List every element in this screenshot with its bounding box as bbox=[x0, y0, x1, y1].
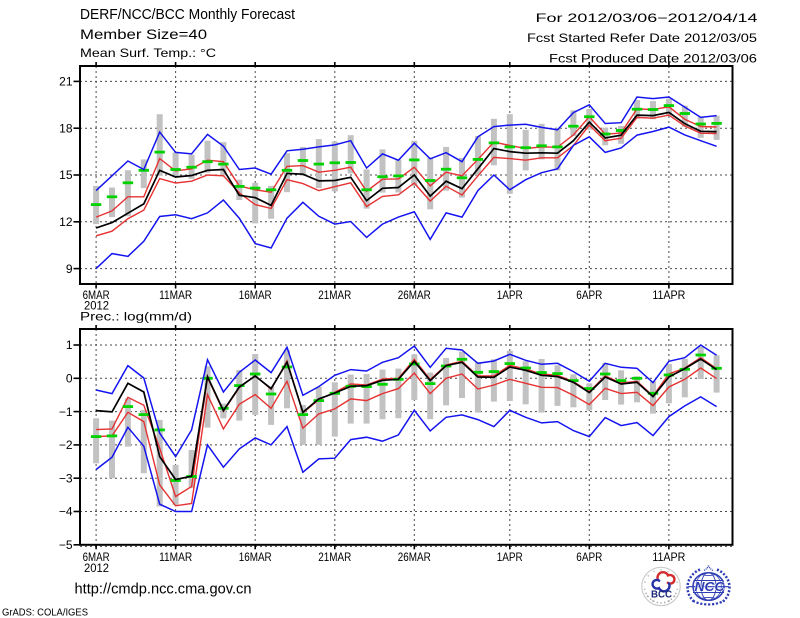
svg-text:Prec.: log(mm/d): Prec.: log(mm/d) bbox=[80, 310, 192, 324]
svg-text:For 2012/03/06−2012/04/14: For 2012/03/06−2012/04/14 bbox=[536, 11, 758, 25]
svg-text:2012: 2012 bbox=[84, 561, 109, 575]
svg-text:Fcst Started Refer Date 2012/0: Fcst Started Refer Date 2012/03/05 bbox=[527, 31, 757, 45]
svg-text:2012: 2012 bbox=[84, 299, 109, 313]
svg-text:−4: −4 bbox=[59, 505, 73, 519]
svg-text:6APR: 6APR bbox=[576, 288, 602, 302]
svg-text:6MAR: 6MAR bbox=[83, 550, 110, 564]
svg-text:16MAR: 16MAR bbox=[239, 550, 272, 564]
svg-text:−1: −1 bbox=[59, 405, 73, 419]
svg-text:11MAR: 11MAR bbox=[159, 288, 192, 302]
svg-text:21: 21 bbox=[59, 75, 73, 89]
svg-text:−3: −3 bbox=[59, 471, 73, 485]
svg-text:Fcst Produced Date 2012/03/06: Fcst Produced Date 2012/03/06 bbox=[549, 52, 757, 66]
svg-text:9: 9 bbox=[66, 262, 73, 276]
svg-text:1APR: 1APR bbox=[497, 288, 523, 302]
svg-text:DERF/NCC/BCC Monthly Forecast: DERF/NCC/BCC Monthly Forecast bbox=[80, 7, 295, 23]
svg-text:NCC: NCC bbox=[695, 579, 726, 594]
svg-text:Member Size=40: Member Size=40 bbox=[80, 27, 207, 42]
svg-text:26MAR: 26MAR bbox=[398, 550, 431, 564]
svg-text:26MAR: 26MAR bbox=[398, 288, 431, 302]
svg-text:11APR: 11APR bbox=[652, 288, 685, 302]
svg-text:−5: −5 bbox=[59, 538, 73, 552]
svg-text:Mean Surf. Temp.: °C: Mean Surf. Temp.: °C bbox=[80, 46, 217, 60]
svg-text:21MAR: 21MAR bbox=[318, 288, 351, 302]
svg-text:1APR: 1APR bbox=[497, 550, 523, 564]
svg-text:18: 18 bbox=[59, 121, 73, 135]
svg-text:BCC: BCC bbox=[651, 590, 672, 601]
svg-text:6MAR: 6MAR bbox=[83, 288, 110, 302]
svg-text:6APR: 6APR bbox=[576, 550, 602, 564]
svg-text:http://cmdp.ncc.cma.gov.cn: http://cmdp.ncc.cma.gov.cn bbox=[75, 582, 252, 598]
svg-text:11MAR: 11MAR bbox=[159, 550, 192, 564]
svg-text:−2: −2 bbox=[59, 438, 73, 452]
svg-text:16MAR: 16MAR bbox=[239, 288, 272, 302]
svg-text:12: 12 bbox=[59, 215, 73, 229]
svg-text:21MAR: 21MAR bbox=[318, 550, 351, 564]
svg-text:0: 0 bbox=[66, 372, 73, 386]
svg-text:11APR: 11APR bbox=[652, 550, 685, 564]
svg-text:15: 15 bbox=[59, 168, 73, 182]
svg-text:1: 1 bbox=[66, 338, 73, 352]
svg-text:GrADS: COLA/IGES: GrADS: COLA/IGES bbox=[2, 607, 88, 618]
